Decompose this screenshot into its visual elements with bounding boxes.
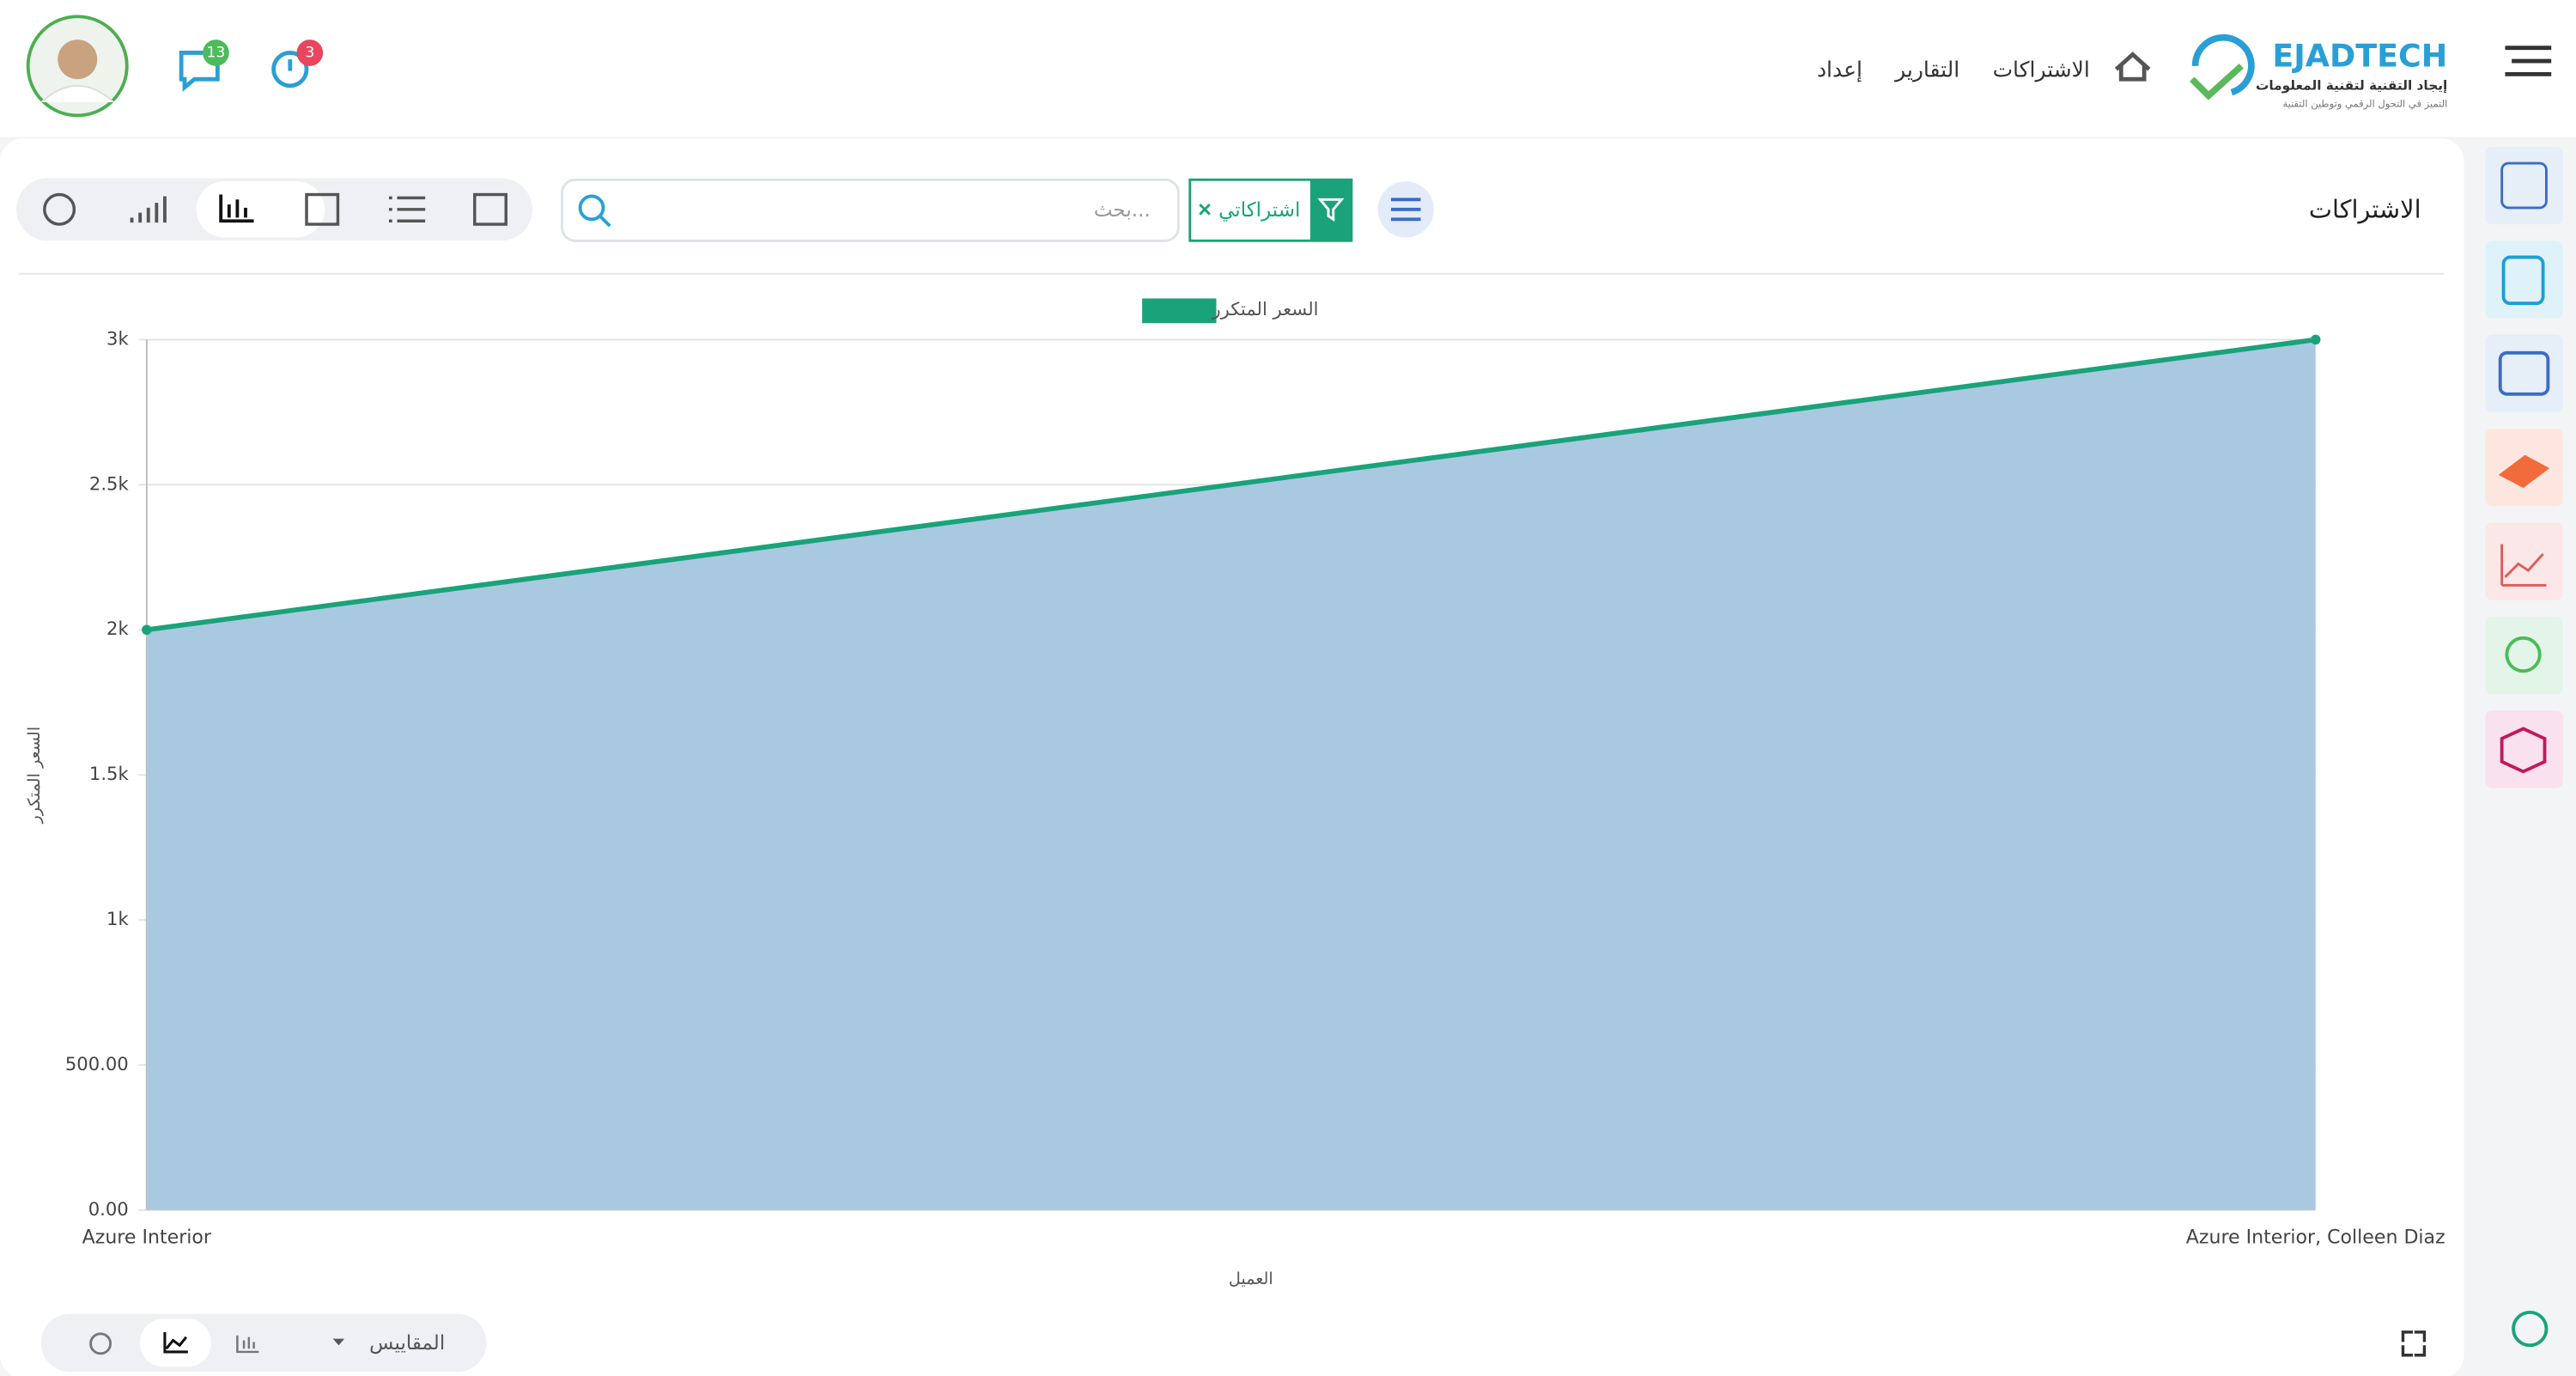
- fullscreen-button[interactable]: [2401, 1330, 2427, 1357]
- nav-link[interactable]: التقارير: [1893, 58, 1959, 82]
- messages-badge: 13: [206, 44, 225, 61]
- settings-button[interactable]: [2512, 1310, 2549, 1348]
- search-box[interactable]: بحث...: [561, 178, 1180, 242]
- sidebar-app[interactable]: [2485, 616, 2563, 695]
- y-axis-label: السعر المتكرر: [24, 727, 44, 825]
- pivot-view[interactable]: [305, 192, 340, 226]
- view-switcher: [16, 178, 532, 241]
- kanban-view[interactable]: [473, 192, 507, 226]
- y-tick-label: 1k: [106, 908, 129, 929]
- messages-button[interactable]: 13: [179, 40, 229, 92]
- activity-view[interactable]: [43, 192, 76, 226]
- legend-swatch: [1142, 298, 1217, 324]
- point: [142, 624, 152, 636]
- home-icon[interactable]: [2114, 52, 2151, 82]
- bottom-toolbar: المقاييس: [40, 1313, 2427, 1372]
- page-title: الاشتراكات: [2309, 195, 2421, 224]
- nav-link[interactable]: الاشتراكات: [1993, 58, 2090, 82]
- y-tick-label: 3k: [106, 327, 129, 349]
- sidebar-app[interactable]: [2485, 710, 2563, 788]
- point: [2310, 334, 2321, 345]
- x-tick-label: Azure Interior: [82, 1227, 212, 1248]
- list-view[interactable]: [388, 196, 426, 222]
- nav-link[interactable]: إعداد: [1817, 58, 1862, 83]
- filter-chip[interactable]: اشتراكاتي: [1188, 178, 1353, 242]
- bar-chart-button[interactable]: [236, 1335, 259, 1354]
- sidebar-app[interactable]: [2485, 146, 2563, 225]
- y-tick-label: 0.00: [88, 1198, 129, 1220]
- line: [146, 337, 2317, 633]
- logo[interactable]: EJADTECH إيجاد التقنية لتقنية المعلومات …: [2190, 33, 2448, 111]
- x-axis-label: العميل: [1229, 1269, 1273, 1288]
- x-tick-label: Azure Interior, Colleen Diaz: [2186, 1227, 2445, 1248]
- logo-subtitle: إيجاد التقنية لتقنية المعلومات: [2256, 77, 2447, 93]
- y-tick-label: 1.5k: [89, 763, 130, 784]
- filter-label: اشتراكاتي: [1218, 199, 1300, 222]
- sidebar-app[interactable]: [2485, 334, 2563, 412]
- filter-settings-button[interactable]: [1377, 181, 1434, 238]
- search-placeholder: بحث...: [1094, 199, 1151, 222]
- y-tick-label: 500.00: [65, 1053, 129, 1075]
- graph-view[interactable]: [219, 194, 254, 223]
- y-tick-label: 2.5k: [89, 472, 130, 494]
- legend-label: السعر المتكرر: [1211, 298, 1318, 320]
- filter-remove[interactable]: [1199, 204, 1211, 216]
- logo-tagline: التميز في التحول الرقمي وتوطين التقنية: [2282, 97, 2447, 110]
- pie-chart-button[interactable]: [89, 1332, 112, 1355]
- logo-title: EJADTECH: [2272, 38, 2447, 75]
- cohort-view[interactable]: [130, 196, 167, 223]
- menu-button[interactable]: [2505, 46, 2552, 76]
- y-tick-label: 2k: [106, 618, 129, 639]
- measures-dropdown[interactable]: المقاييس: [369, 1332, 445, 1355]
- header: [0, 0, 2576, 137]
- alerts-button[interactable]: 3: [271, 40, 324, 88]
- sidebar-app[interactable]: [2485, 240, 2563, 319]
- avatar[interactable]: [26, 15, 129, 118]
- alerts-badge: 3: [305, 44, 314, 61]
- line-chart-button[interactable]: [163, 1331, 188, 1354]
- sidebar-app[interactable]: [2485, 522, 2563, 600]
- chart: 0.00 500.00 1k 1.5k 2k 2.5k 3k السعر المتكرر الع…: [24, 298, 2445, 1288]
- sidebar: [2485, 146, 2563, 1348]
